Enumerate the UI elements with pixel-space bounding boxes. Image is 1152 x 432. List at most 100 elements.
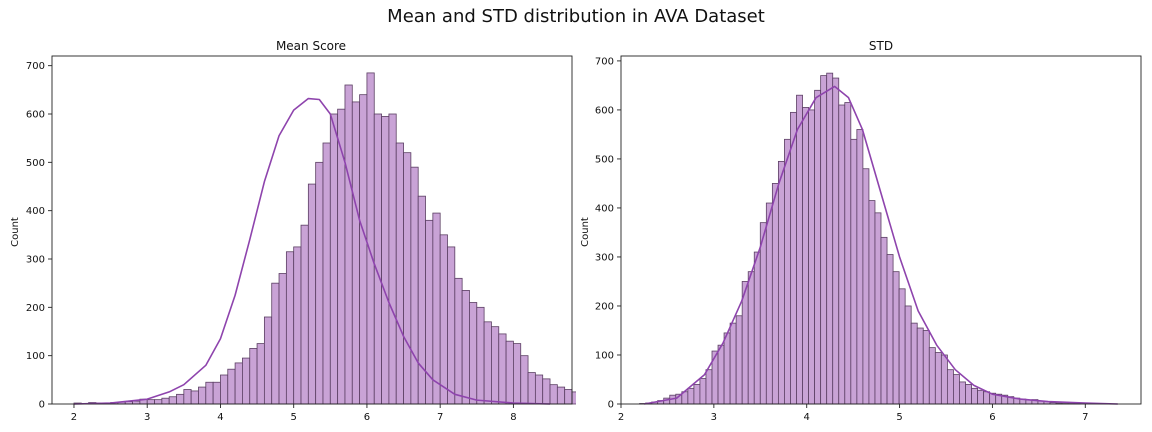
histogram-bar	[844, 102, 852, 405]
histogram-bar	[940, 354, 948, 405]
histogram-bar	[293, 246, 302, 405]
histogram-bar	[868, 200, 876, 405]
y-tick-label: 100	[595, 350, 614, 361]
figure-suptitle: Mean and STD distribution in AVA Dataset	[387, 6, 765, 27]
y-tick-label: 100	[26, 351, 45, 362]
histogram-bar	[161, 397, 170, 405]
histogram-bar	[729, 322, 737, 405]
histogram-bar	[513, 343, 522, 405]
histogram-bar	[344, 84, 353, 405]
histogram-bar	[388, 113, 397, 405]
histogram-bar	[359, 94, 368, 405]
histogram-bar	[549, 384, 558, 405]
y-axis-label: Count	[580, 217, 591, 247]
histogram-bar	[886, 254, 894, 405]
histogram-bar	[278, 273, 287, 405]
histogram-bar	[856, 129, 864, 405]
histogram-bar	[256, 343, 265, 405]
histogram-bar	[741, 281, 749, 405]
histogram-bar	[520, 355, 529, 405]
chart-mean-score: Mean Score Count 2 3 4 5 6 7 8 0 100 200 300 400 500…	[10, 39, 576, 423]
histogram-bar	[820, 75, 828, 405]
histogram-bar	[965, 383, 972, 405]
histogram-bar	[483, 321, 492, 405]
histogram-bar	[717, 344, 725, 405]
y-tick-label: 200	[595, 301, 614, 312]
histogram-bar	[403, 152, 412, 405]
histogram-bar	[542, 378, 551, 405]
y-tick-label: 300	[595, 252, 614, 263]
histogram-bar	[747, 271, 755, 405]
histogram-bar	[168, 396, 177, 405]
x-tick-label: 3	[144, 412, 150, 423]
y-tick-label: 700	[595, 56, 614, 67]
histogram-bar	[850, 138, 858, 405]
y-tick-label: 300	[26, 255, 45, 266]
y-tick-label: 400	[595, 203, 614, 214]
histogram-bar	[227, 368, 236, 405]
x-tick-label: 4	[217, 412, 223, 423]
histogram-bar	[953, 374, 960, 405]
histogram-bar	[946, 369, 954, 405]
x-tick-label: 6	[364, 412, 370, 423]
x-tick-label: 3	[711, 412, 717, 423]
histogram-bar	[862, 168, 870, 405]
histogram-bar	[439, 234, 448, 405]
histogram-bar	[337, 108, 346, 405]
histogram-bar	[476, 306, 485, 405]
histogram-bar	[373, 113, 382, 405]
x-tick-label: 8	[510, 412, 516, 423]
histogram-bar	[461, 290, 470, 405]
histogram-bar	[796, 94, 803, 405]
y-tick-label: 0	[39, 400, 45, 411]
histogram-bar	[234, 362, 243, 405]
histogram-bar	[904, 305, 912, 405]
histogram-bar	[417, 195, 426, 405]
histogram-bar	[977, 389, 985, 405]
histogram-bar	[934, 352, 942, 405]
histogram-bar	[329, 113, 339, 405]
x-tick-label: 6	[989, 412, 995, 423]
histogram-bar	[832, 77, 840, 405]
histogram-bar	[916, 327, 924, 405]
histogram-bar	[705, 369, 713, 405]
histogram-bar	[874, 212, 882, 405]
y-tick-label: 500	[26, 158, 45, 169]
histogram-bar	[432, 212, 441, 405]
histogram-bar	[351, 101, 360, 405]
histogram-bar	[723, 332, 731, 405]
chart-title: Mean Score	[276, 39, 346, 53]
chart-std: STD Count 2 3 4 5 6 7 0 100 200 300 400 500 600 700	[580, 39, 1142, 423]
plot-area: 2 3 4 5 6 7 0 100 200 300 400 500 600 700	[595, 55, 1142, 423]
histogram-bar	[176, 393, 185, 405]
y-axis-label: Count	[10, 217, 21, 247]
histogram-bar	[826, 72, 834, 405]
histogram-bar	[892, 271, 900, 405]
histogram-bar	[307, 183, 317, 405]
plot-area: 2 3 4 5 6 7 8 0 100 200 300 400 500 600 700	[26, 55, 576, 423]
histogram-bar	[300, 224, 309, 405]
histogram-bar	[699, 378, 707, 405]
histogram-bar	[146, 399, 155, 405]
histogram-bar	[322, 142, 331, 405]
histogram-bar	[212, 381, 221, 405]
y-tick-label: 700	[26, 61, 45, 72]
y-tick-label: 500	[595, 154, 614, 165]
histogram-bar	[971, 387, 978, 405]
histogram-bar	[759, 222, 767, 405]
histogram-bar	[928, 347, 936, 405]
histogram-bar	[469, 302, 478, 405]
histogram-bar	[765, 202, 773, 405]
histogram-bar	[959, 381, 966, 405]
histogram-bar	[315, 161, 324, 405]
histogram-bar	[527, 372, 536, 405]
histogram-bar	[802, 107, 809, 405]
histogram-bar	[505, 340, 514, 405]
x-tick-label: 4	[804, 412, 810, 423]
histogram-bar	[183, 389, 192, 405]
histogram-bar	[154, 399, 163, 405]
x-tick-label: 5	[291, 412, 297, 423]
histogram-bar	[381, 116, 390, 405]
histogram-bar	[808, 109, 816, 405]
